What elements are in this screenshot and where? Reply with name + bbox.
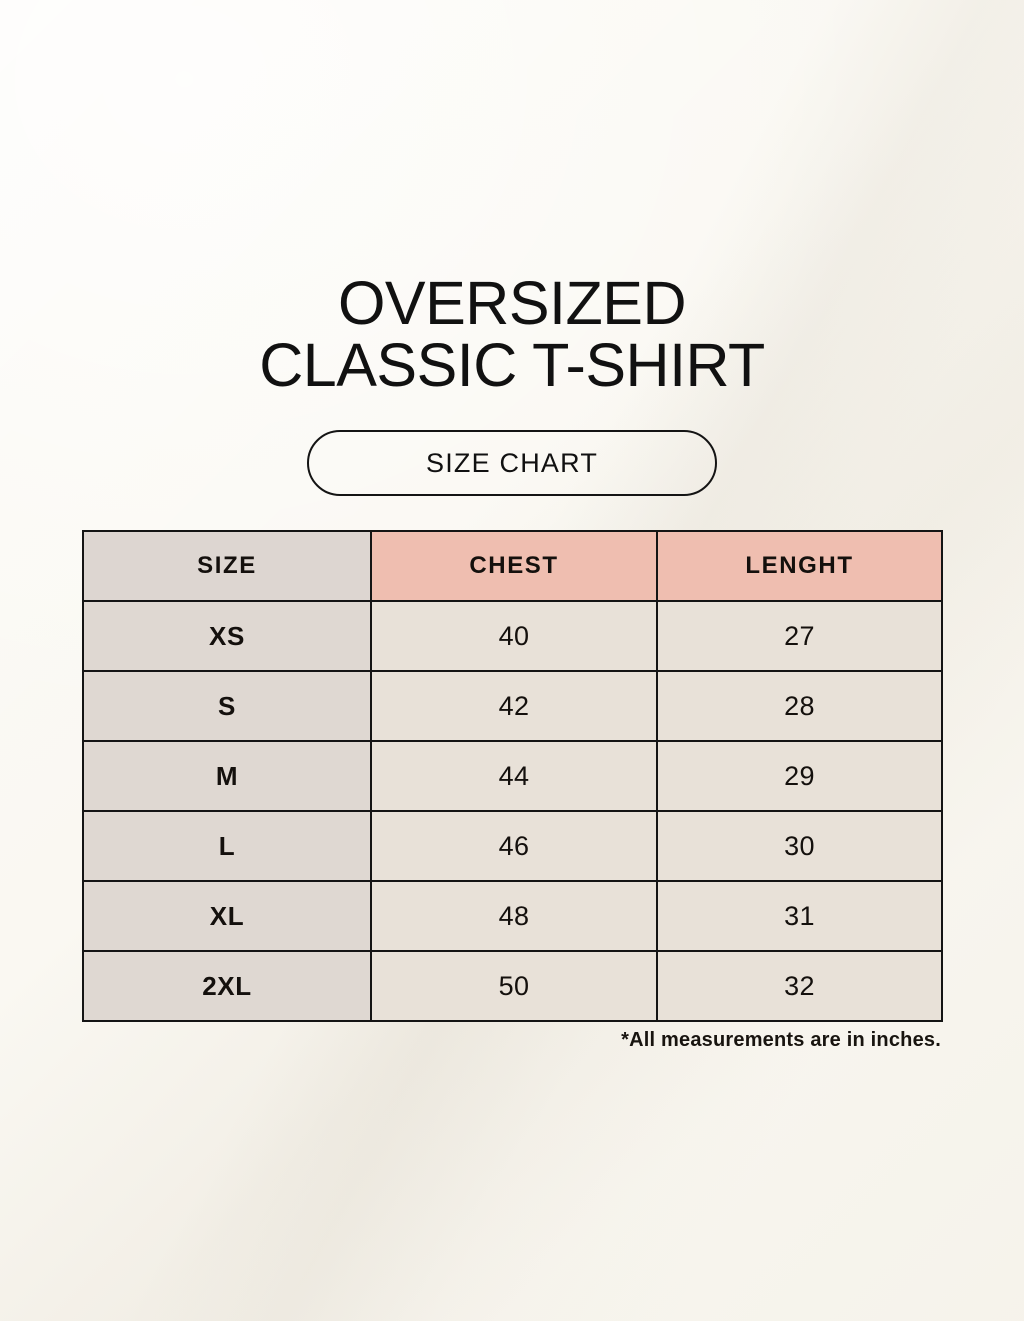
cell-length: 30 bbox=[656, 810, 943, 882]
page-title: OVERSIZED CLASSIC T-SHIRT bbox=[0, 272, 1024, 396]
cell-size: M bbox=[82, 740, 372, 812]
cell-size: XS bbox=[82, 600, 372, 672]
cell-length: 32 bbox=[656, 950, 943, 1022]
table-row: L 46 30 bbox=[82, 810, 943, 882]
cell-size: S bbox=[82, 670, 372, 742]
cell-size: 2XL bbox=[82, 950, 372, 1022]
cell-chest: 42 bbox=[370, 670, 658, 742]
table-row: XS 40 27 bbox=[82, 600, 943, 672]
column-header-size: SIZE bbox=[82, 530, 372, 602]
cell-length: 29 bbox=[656, 740, 943, 812]
cell-chest: 44 bbox=[370, 740, 658, 812]
cell-chest: 46 bbox=[370, 810, 658, 882]
title-line-secondary: CLASSIC T-SHIRT bbox=[259, 331, 765, 399]
table-row: 2XL 50 32 bbox=[82, 950, 943, 1022]
size-chart-badge-label: SIZE CHART bbox=[425, 447, 599, 478]
column-header-chest: CHEST bbox=[370, 530, 658, 602]
table-header-row: SIZE CHEST LENGHT bbox=[82, 530, 943, 602]
column-header-length: LENGHT bbox=[656, 530, 943, 602]
table-row: M 44 29 bbox=[82, 740, 943, 812]
cell-chest: 40 bbox=[370, 600, 658, 672]
cell-length: 27 bbox=[656, 600, 943, 672]
title-line-primary: OVERSIZED bbox=[337, 269, 687, 337]
cell-size: XL bbox=[82, 880, 372, 952]
measurement-unit-note: *All measurements are in inches. bbox=[621, 1029, 941, 1051]
size-table-body: XS 40 27 S 42 28 M 44 29 L 46 30 bbox=[82, 600, 943, 1022]
cell-chest: 48 bbox=[370, 880, 658, 952]
cell-length: 28 bbox=[656, 670, 943, 742]
cell-chest: 50 bbox=[370, 950, 658, 1022]
size-table-wrap: SIZE CHEST LENGHT XS 40 27 S 42 28 M bbox=[82, 530, 943, 1022]
size-table: SIZE CHEST LENGHT XS 40 27 S 42 28 M bbox=[82, 530, 943, 1022]
size-table-header: SIZE CHEST LENGHT bbox=[82, 530, 943, 602]
size-chart-badge: SIZE CHART bbox=[307, 430, 717, 496]
size-chart-badge-wrap: SIZE CHART bbox=[0, 430, 1024, 496]
table-row: S 42 28 bbox=[82, 670, 943, 742]
cell-length: 31 bbox=[656, 880, 943, 952]
table-row: XL 48 31 bbox=[82, 880, 943, 952]
cell-size: L bbox=[82, 810, 372, 882]
